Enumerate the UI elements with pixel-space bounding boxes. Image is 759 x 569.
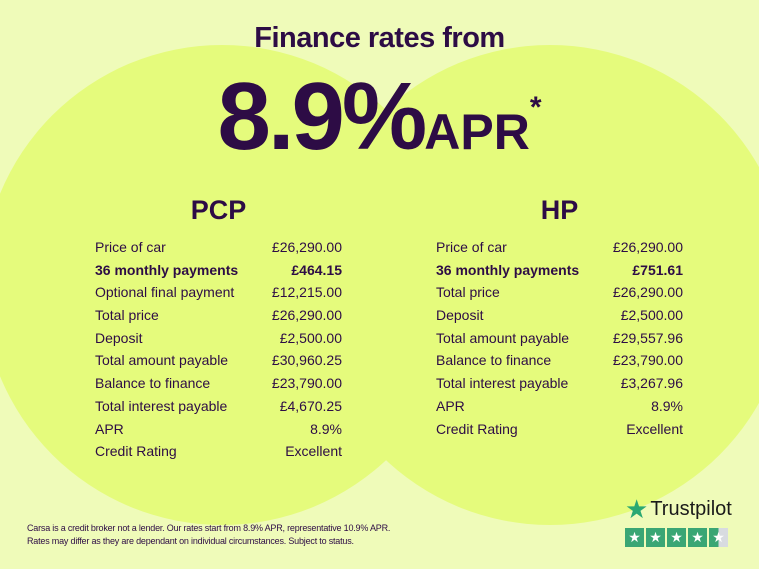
disclaimer-line-2: Rates may differ as they are dependant o…: [27, 536, 354, 546]
row-label: Credit Rating: [436, 420, 518, 437]
table-row: 36 monthly payments £464.15: [95, 259, 342, 282]
rate-suffix: APR: [424, 104, 530, 160]
table-row: Total interest payable £4,670.25: [95, 395, 342, 418]
row-label: Price of car: [436, 239, 507, 255]
table-row: Credit Rating Excellent: [436, 418, 683, 441]
row-value: £23,790.00: [271, 375, 342, 392]
table-row: Price of car £26,290.00: [95, 236, 342, 259]
table-row: Total amount payable £30,960.25: [95, 349, 342, 372]
row-label: Total price: [436, 284, 500, 301]
row-value: 8.9%: [310, 420, 342, 437]
row-value: £30,960.25: [271, 352, 342, 369]
rating-star-icon: ★: [625, 528, 644, 547]
row-label: Total amount payable: [436, 329, 570, 346]
rate-value: 8.9%: [217, 63, 427, 170]
row-value: £26,290.00: [612, 239, 683, 255]
pcp-table: PCP Price of car £26,290.00 36 monthly pay…: [95, 195, 342, 463]
row-label: Deposit: [436, 307, 484, 324]
row-label: Total interest payable: [436, 375, 569, 392]
row-label: Price of car: [95, 239, 166, 255]
headline: Finance rates from: [254, 22, 505, 54]
hp-table: HP Price of car £26,290.00 36 monthly paym…: [436, 195, 683, 440]
rate-display: 8.9%APR*: [0, 62, 759, 172]
table-row: Deposit £2,500.00: [95, 327, 342, 350]
row-label: Optional final payment: [95, 284, 235, 301]
row-value: £26,290.00: [612, 284, 683, 301]
trustpilot-label: Trustpilot: [650, 498, 732, 520]
row-value: £464.15: [291, 261, 342, 278]
pcp-heading: PCP: [190, 195, 247, 225]
asterisk: *: [529, 91, 542, 124]
row-value: £751.61: [632, 261, 683, 278]
table-row: Total price £26,290.00: [95, 304, 342, 327]
table-row: Total interest payable £3,267.96: [436, 372, 683, 395]
row-label: Deposit: [95, 329, 143, 346]
table-row: Price of car £26,290.00: [436, 236, 683, 259]
rating-star-icon: ★: [646, 528, 665, 547]
table-row: Total amount payable £29,557.96: [436, 327, 683, 350]
row-label: Balance to finance: [436, 352, 552, 369]
row-label: Balance to finance: [95, 375, 211, 392]
row-value: Excellent: [285, 443, 342, 460]
row-value: £26,290.00: [271, 239, 342, 255]
rating-star-icon: ★: [688, 528, 707, 547]
row-label: APR: [95, 420, 124, 437]
table-row: APR 8.9%: [436, 395, 683, 418]
row-value: £12,215.00: [271, 284, 342, 301]
trustpilot-badge[interactable]: ★ Trustpilot ★ ★ ★ ★ ★: [625, 494, 732, 547]
trustpilot-rating: ★ ★ ★ ★ ★: [625, 528, 732, 547]
disclaimer: Carsa is a credit broker not a lender. O…: [27, 522, 390, 548]
row-value: £29,557.96: [612, 329, 683, 346]
row-value: Excellent: [626, 420, 683, 437]
row-label: 36 monthly payments: [436, 261, 580, 278]
table-row: Balance to finance £23,790.00: [436, 349, 683, 372]
row-value: 8.9%: [651, 397, 683, 414]
row-value: £4,670.25: [279, 397, 342, 414]
row-value: £23,790.00: [612, 352, 683, 369]
row-label: Credit Rating: [95, 443, 177, 460]
row-value: £26,290.00: [271, 307, 342, 324]
table-row: Credit Rating Excellent: [95, 440, 342, 463]
disclaimer-line-1: Carsa is a credit broker not a lender. O…: [27, 523, 391, 533]
trustpilot-star-icon: ★: [625, 494, 649, 524]
row-value: £2,500.00: [279, 329, 342, 346]
row-label: APR: [436, 397, 465, 414]
table-row: Total price £26,290.00: [436, 281, 683, 304]
table-row: Optional final payment £12,215.00: [95, 281, 342, 304]
rating-star-icon: ★: [667, 528, 686, 547]
table-row: APR 8.9%: [95, 418, 342, 441]
row-label: 36 monthly payments: [95, 261, 239, 278]
row-label: Total interest payable: [95, 397, 228, 414]
row-label: Total price: [95, 307, 159, 324]
table-row: Balance to finance £23,790.00: [95, 372, 342, 395]
row-value: £2,500.00: [620, 307, 683, 324]
table-row: 36 monthly payments £751.61: [436, 259, 683, 282]
row-label: Total amount payable: [95, 352, 229, 369]
row-value: £3,267.96: [620, 375, 683, 392]
hp-heading: HP: [540, 195, 579, 225]
background-circle-right: [310, 45, 759, 525]
table-row: Deposit £2,500.00: [436, 304, 683, 327]
rating-star-icon: ★: [709, 528, 728, 547]
